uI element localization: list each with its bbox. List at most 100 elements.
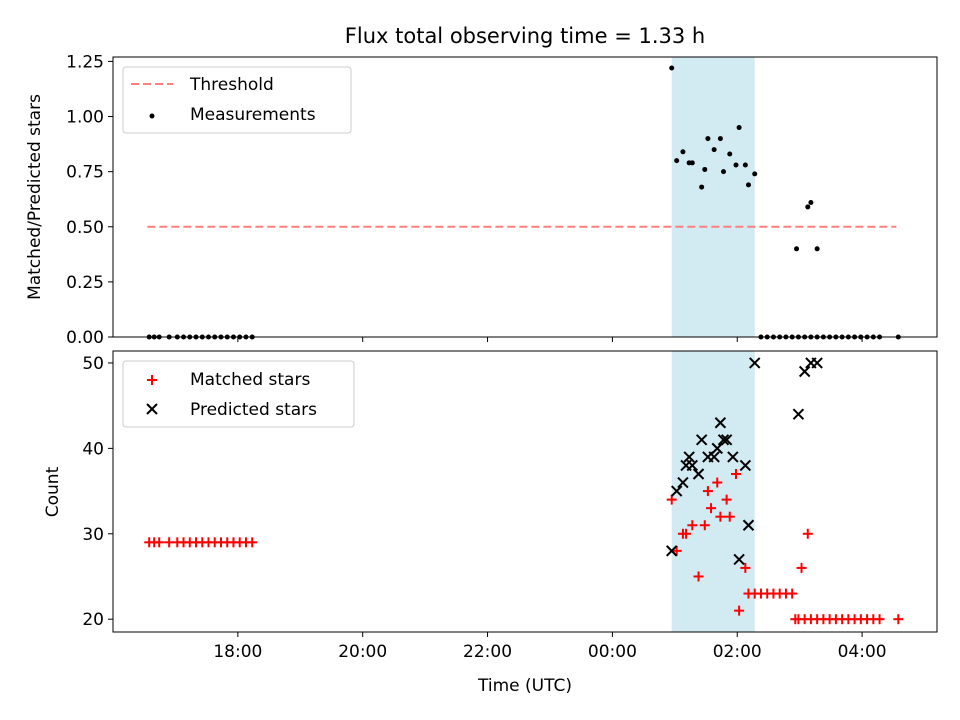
predicted-star-point bbox=[798, 365, 811, 378]
matched-star-point bbox=[790, 614, 801, 625]
measurement-point bbox=[805, 204, 811, 210]
measurement-point bbox=[736, 125, 742, 131]
count-plot-frame bbox=[112, 350, 938, 633]
matched-star-point bbox=[154, 537, 165, 548]
measurement-point bbox=[711, 147, 717, 153]
matched-star-point bbox=[706, 503, 717, 514]
x-axis-label: Time (UTC) bbox=[477, 676, 572, 696]
measurement-point bbox=[699, 184, 705, 190]
predicted-star-point bbox=[692, 468, 705, 480]
matched-star-point bbox=[721, 494, 732, 505]
matched-star-point bbox=[740, 562, 751, 573]
measurement-point bbox=[669, 65, 675, 71]
count-y-tick-label: 50 bbox=[82, 354, 104, 374]
ratio-y-tick-label: 0.25 bbox=[66, 273, 104, 293]
predicted-star-point bbox=[811, 357, 823, 369]
measurement-point bbox=[717, 136, 723, 142]
matched-star-point bbox=[734, 605, 745, 616]
matched-star-point bbox=[715, 511, 726, 522]
predicted-star-point bbox=[708, 451, 720, 463]
matched-star-point bbox=[666, 494, 677, 505]
predicted-star-point bbox=[686, 459, 699, 472]
legend-matched-label: Matched stars bbox=[190, 370, 310, 390]
measurement-point bbox=[752, 171, 758, 177]
measurement-point bbox=[733, 162, 739, 168]
ratio-plot-frame bbox=[112, 56, 938, 338]
legend-predicted-swatch bbox=[146, 403, 158, 415]
matched-star-point bbox=[699, 520, 710, 531]
count-y-tick-label: 20 bbox=[82, 610, 104, 630]
ratio-highlight-band bbox=[671, 57, 755, 337]
measurement-point bbox=[674, 158, 680, 164]
predicted-star-point bbox=[733, 553, 745, 566]
matched-star-point bbox=[796, 562, 807, 573]
count-y-tick-label: 40 bbox=[82, 439, 104, 459]
ratio-y-tick-label: 0.00 bbox=[66, 328, 104, 348]
x-tick-label: 00:00 bbox=[588, 642, 637, 662]
matched-star-point bbox=[787, 588, 798, 599]
matched-star-point bbox=[712, 477, 723, 488]
measurement-point bbox=[689, 160, 695, 166]
ratio-y-tick-label: 1.25 bbox=[66, 52, 104, 72]
matched-star-point bbox=[687, 520, 698, 531]
legend-matched-swatch bbox=[147, 375, 157, 385]
ratio-y-tick-label: 0.50 bbox=[66, 218, 104, 238]
measurement-point bbox=[702, 166, 708, 172]
count-legend-box bbox=[122, 360, 355, 428]
matched-star-point bbox=[724, 511, 735, 522]
measurement-point bbox=[808, 200, 814, 206]
count-legend: Matched stars Predicted stars bbox=[122, 360, 355, 428]
matched-star-point bbox=[247, 537, 258, 548]
x-tick-label: 20:00 bbox=[338, 642, 387, 662]
measurement-point bbox=[727, 151, 733, 157]
predicted-star-point bbox=[677, 476, 689, 489]
measurement-point bbox=[794, 246, 800, 252]
predicted-star-point bbox=[683, 451, 695, 463]
ratio-panel: 0.00 0.25 0.50 0.75 1.00 1.25 Matched/Predict… bbox=[25, 52, 938, 348]
matched-star-point bbox=[893, 614, 904, 625]
predicted-star-point bbox=[720, 434, 733, 446]
predicted-star-point bbox=[717, 434, 730, 446]
matched-star-point bbox=[874, 614, 885, 625]
legend-measurements-swatch bbox=[149, 113, 155, 119]
legend-threshold-label: Threshold bbox=[189, 75, 274, 95]
measurement-point bbox=[814, 246, 820, 252]
measurement-point bbox=[721, 169, 727, 175]
x-tick-label: 22:00 bbox=[463, 642, 512, 662]
predicted-star-point bbox=[714, 417, 727, 429]
matched-star-point bbox=[802, 528, 813, 539]
predicted-star-point bbox=[792, 408, 805, 420]
x-tick-label: 18:00 bbox=[213, 642, 262, 662]
ratio-legend: Threshold Measurements bbox=[122, 66, 352, 134]
count-highlight-band bbox=[671, 351, 755, 632]
predicted-star-point bbox=[665, 545, 678, 557]
matched-star-point bbox=[693, 571, 704, 582]
measurement-point bbox=[745, 182, 751, 188]
matched-star-point bbox=[681, 528, 692, 539]
predicted-star-point bbox=[711, 442, 723, 455]
legend-predicted-label: Predicted stars bbox=[190, 400, 317, 420]
legend-measurements-label: Measurements bbox=[190, 105, 316, 125]
ratio-y-tick-label: 0.75 bbox=[66, 163, 104, 183]
ratio-y-axis-label: Matched/Predicted stars bbox=[25, 94, 45, 300]
count-y-tick-label: 30 bbox=[82, 525, 104, 545]
x-tick-label: 02:00 bbox=[713, 642, 762, 662]
matched-star-point bbox=[702, 486, 713, 497]
measurement-point bbox=[705, 136, 711, 142]
count-y-axis-label: Count bbox=[43, 466, 63, 517]
chart-title: Flux total observing time = 1.33 h bbox=[345, 24, 705, 48]
matched-star-point bbox=[671, 545, 682, 556]
predicted-star-point bbox=[695, 434, 708, 446]
predicted-star-point bbox=[749, 357, 761, 369]
x-tick-label: 04:00 bbox=[838, 642, 887, 662]
measurement-point bbox=[742, 162, 748, 168]
ratio-y-tick-label: 1.00 bbox=[66, 108, 104, 128]
predicted-star-point bbox=[670, 485, 683, 497]
predicted-star-point bbox=[742, 519, 755, 531]
predicted-star-point bbox=[727, 451, 739, 463]
predicted-star-point bbox=[739, 459, 752, 472]
measurement-point bbox=[680, 149, 686, 155]
ratio-legend-box bbox=[122, 66, 352, 134]
